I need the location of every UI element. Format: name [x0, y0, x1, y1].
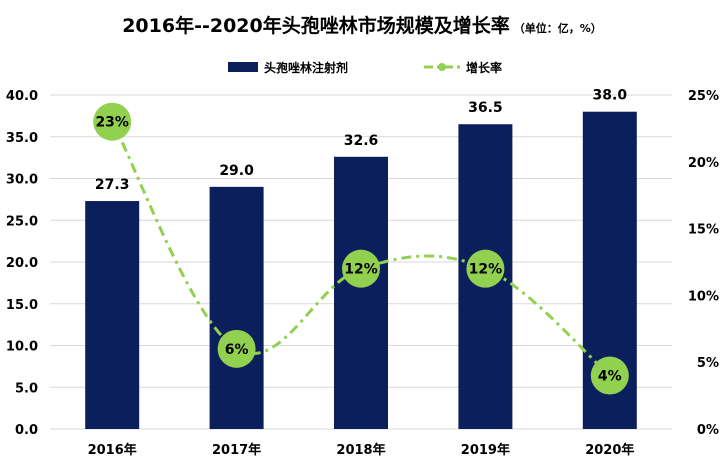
bar: [85, 201, 140, 429]
y-left-tick-label: 20.0: [6, 256, 38, 271]
y-left-tick-label: 10.0: [6, 340, 38, 355]
y-left-tick-label: 40.0: [6, 89, 38, 104]
y-right-tick-label: 10%: [688, 289, 719, 304]
y-left-tick-label: 15.0: [6, 298, 38, 313]
bar: [209, 186, 264, 429]
bar-value-label: 36.5: [468, 100, 503, 116]
bar-value-label: 32.6: [344, 133, 379, 149]
bar-value-label: 38.0: [593, 88, 628, 104]
y-left-tick-label: 35.0: [6, 131, 38, 146]
y-left-tick-label: 5.0: [15, 381, 38, 396]
growth-rate-marker: [466, 249, 505, 288]
growth-rate-marker: [590, 356, 629, 395]
growth-rate-label: 12%: [469, 262, 503, 278]
chart-title-main: 2016年--2020年头孢唑林市场规模及增长率: [122, 14, 510, 37]
legend: 头孢唑林注射剂 增长率: [228, 60, 502, 75]
y-left-tick-label: 0.0: [15, 423, 38, 438]
bar-value-label: 27.3: [95, 177, 130, 193]
bar: [334, 156, 388, 430]
legend-line-label: 增长率: [466, 60, 502, 75]
y-axis-right: 0% 5% 10% 15% 20% 25%: [688, 89, 719, 438]
legend-bar-swatch: [228, 62, 258, 72]
growth-rate-label: 6%: [225, 342, 249, 358]
x-tick-label: 2019年: [461, 442, 510, 458]
legend-bar-label: 头孢唑林注射剂: [264, 60, 348, 75]
bar-value-label: 29.0: [219, 163, 254, 179]
y-right-tick-label: 5%: [697, 356, 719, 371]
legend-line-marker: [438, 63, 446, 71]
y-right-tick-label: 15%: [688, 223, 719, 238]
chart-unit-note: （单位：亿，%）: [514, 21, 602, 35]
chart-title: 2016年--2020年头孢唑林市场规模及增长率 （单位：亿，%）: [122, 14, 602, 37]
line-series: 23% 6% 12% 12% 4%: [93, 102, 629, 395]
x-tick-label: 2020年: [585, 442, 634, 458]
y-right-tick-label: 25%: [688, 89, 719, 104]
x-axis: 2016年 2017年 2018年 2019年 2020年: [88, 442, 635, 458]
y-left-tick-label: 25.0: [6, 214, 38, 229]
growth-rate-marker: [93, 102, 132, 141]
gridlines: [50, 94, 672, 430]
y-axis-left: 0.0 5.0 10.0 15.0 20.0 25.0 30.0 35.0 40.0: [6, 89, 38, 438]
x-tick-label: 2018年: [336, 442, 385, 458]
growth-rate-marker: [342, 249, 380, 288]
growth-rate-line: [110, 121, 611, 377]
y-right-tick-label: 20%: [688, 156, 719, 171]
y-right-tick-label: 0%: [697, 423, 719, 438]
growth-rate-label: 12%: [344, 262, 378, 278]
growth-rate-label: 23%: [95, 115, 129, 131]
y-left-tick-label: 30.0: [6, 173, 38, 188]
growth-rate-marker: [217, 329, 256, 368]
x-tick-label: 2016年: [88, 442, 137, 458]
x-tick-label: 2017年: [212, 442, 261, 458]
growth-rate-label: 4%: [598, 369, 622, 385]
